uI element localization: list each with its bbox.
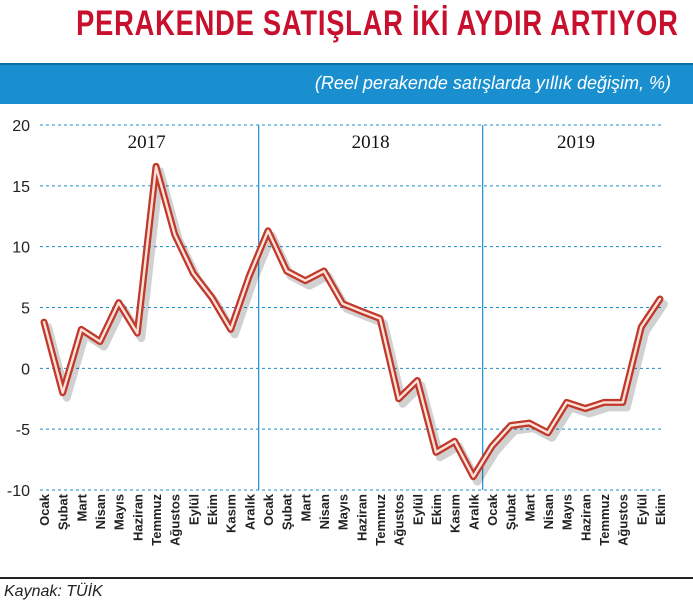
- x-tick-label: Nisan: [317, 494, 332, 529]
- data-point: [98, 339, 103, 344]
- x-tick-label: Temmuz: [149, 494, 164, 546]
- data-point: [228, 327, 233, 332]
- series-line-group: [40, 162, 668, 486]
- x-tick-label: Ekim: [205, 494, 220, 525]
- x-tick-label: Aralık: [242, 493, 257, 530]
- series-line: [40, 162, 664, 481]
- year-label: 2017: [128, 132, 166, 153]
- y-tick-label: 0: [21, 361, 30, 378]
- data-point: [471, 474, 476, 479]
- x-tick-label: Aralık: [466, 493, 481, 530]
- data-point: [546, 430, 551, 435]
- chart-title: PERAKENDE SATIŞLAR İKİ AYDIR ARTIYOR: [76, 4, 679, 43]
- x-tick-label: Ağustos: [392, 494, 407, 546]
- year-label: 2019: [557, 132, 595, 153]
- x-tick-label: Nisan: [541, 494, 556, 529]
- data-point: [284, 269, 289, 274]
- data-point: [266, 228, 271, 233]
- x-tick-label: Ocak: [261, 493, 276, 526]
- data-point: [602, 400, 607, 405]
- data-point: [434, 450, 439, 455]
- y-tick-label: -5: [16, 422, 30, 439]
- data-point: [42, 320, 47, 325]
- x-tick-label: Haziran: [130, 494, 145, 541]
- series-line-highlight: [42, 165, 662, 478]
- data-point: [247, 273, 252, 278]
- y-tick-label: 5: [21, 301, 30, 318]
- y-tick-labels: 20 15 10 5 0 -5 -10: [7, 118, 30, 500]
- data-point: [116, 300, 121, 305]
- data-point: [564, 400, 569, 405]
- data-point: [322, 269, 327, 274]
- source-note: Kaynak: TÜİK: [4, 583, 103, 600]
- year-labels: 2017 2018 2019: [128, 132, 595, 153]
- x-tick-label: Kasım: [224, 494, 239, 533]
- x-tick-label: Ocak: [485, 493, 500, 526]
- data-point: [154, 164, 159, 169]
- y-tick-label: 20: [12, 118, 30, 135]
- x-tick-label: Ekim: [429, 494, 444, 525]
- data-point: [527, 421, 532, 426]
- x-tick-label: Temmuz: [373, 494, 388, 546]
- x-tick-label: Ekim: [653, 494, 668, 525]
- x-tick-label: Mart: [522, 493, 537, 521]
- footer: Kaynak: TÜİK: [0, 577, 693, 615]
- x-tick-label: Şubat: [56, 493, 71, 530]
- x-tick-label: Eylül: [634, 494, 649, 525]
- data-point: [135, 331, 140, 336]
- data-point: [415, 378, 420, 383]
- data-point: [172, 232, 177, 237]
- x-tick-label: Mayıs: [112, 494, 127, 530]
- data-point: [639, 324, 644, 329]
- data-point: [396, 396, 401, 401]
- x-tick-label: Şubat: [280, 493, 295, 530]
- data-point: [583, 406, 588, 411]
- x-tick-label: Ocak: [37, 493, 52, 526]
- data-point: [359, 309, 364, 314]
- data-point: [303, 278, 308, 283]
- x-tick-label: Mart: [298, 493, 313, 521]
- data-point: [490, 444, 495, 449]
- y-tick-label: -10: [7, 483, 30, 500]
- x-tick-label: Eylül: [186, 494, 201, 525]
- x-tick-label: Şubat: [504, 493, 519, 530]
- y-tick-label: 15: [12, 179, 30, 196]
- chart-subtitle: (Reel perakende satışlarda yıllık değişi…: [314, 73, 671, 93]
- x-tick-label: Mayıs: [336, 494, 351, 530]
- x-tick-label: Nisan: [93, 494, 108, 529]
- subtitle-band: (Reel perakende satışlarda yıllık değişi…: [0, 63, 693, 104]
- data-point: [60, 390, 65, 395]
- data-point: [658, 296, 663, 301]
- data-point: [620, 400, 625, 405]
- x-tick-label: Eylül: [410, 494, 425, 525]
- x-tick-label: Haziran: [354, 494, 369, 541]
- data-point: [340, 301, 345, 306]
- x-tick-label: Mayıs: [560, 494, 575, 530]
- x-tick-label: Ağustos: [168, 494, 183, 546]
- data-point: [508, 423, 513, 428]
- x-tick-labels: Ocak Şubat Mart Nisan Mayıs Haziran Temmuz Ağus…: [37, 493, 668, 546]
- data-point: [378, 316, 383, 321]
- data-point: [210, 295, 215, 300]
- x-tick-label: Mart: [74, 493, 89, 521]
- x-tick-label: Ağustos: [616, 494, 631, 546]
- year-label: 2018: [352, 132, 390, 153]
- x-tick-label: Temmuz: [597, 494, 612, 546]
- data-point: [79, 327, 84, 332]
- y-tick-label: 10: [12, 240, 30, 257]
- x-tick-label: Haziran: [578, 494, 593, 541]
- data-point: [452, 439, 457, 444]
- x-tick-label: Kasım: [448, 494, 463, 533]
- data-point: [191, 271, 196, 276]
